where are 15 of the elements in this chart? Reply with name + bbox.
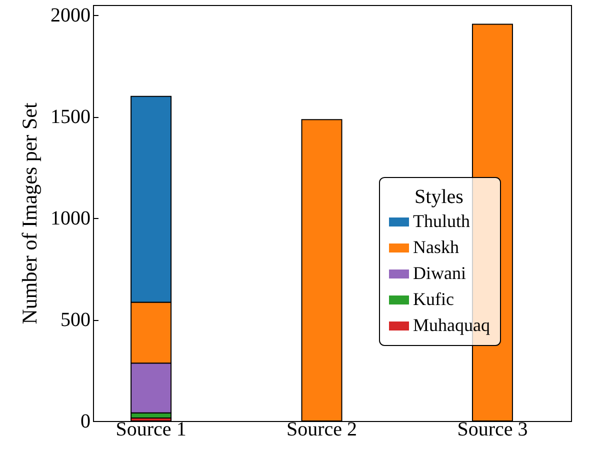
y-tick-label: 500 — [60, 309, 90, 332]
y-tick-label: 0 — [80, 410, 90, 432]
legend-label: Muhaquaq — [413, 315, 490, 335]
x-tick-label: Source 3 — [457, 418, 528, 440]
x-tick-label: Source 1 — [116, 418, 186, 440]
y-tick-label: 2000 — [50, 4, 90, 27]
legend-title: Styles — [414, 186, 464, 208]
legend-label: Thuluth — [413, 211, 470, 231]
y-tick-label: 1500 — [50, 106, 90, 128]
legend-label: Diwani — [413, 263, 466, 283]
legend-label: Naskh — [413, 237, 459, 257]
y-tick-label: 1000 — [50, 208, 90, 230]
legend-label: Kufic — [413, 289, 454, 309]
x-tick-label: Source 2 — [286, 418, 358, 440]
y-axis-title: Number of Images per Set — [18, 102, 42, 324]
